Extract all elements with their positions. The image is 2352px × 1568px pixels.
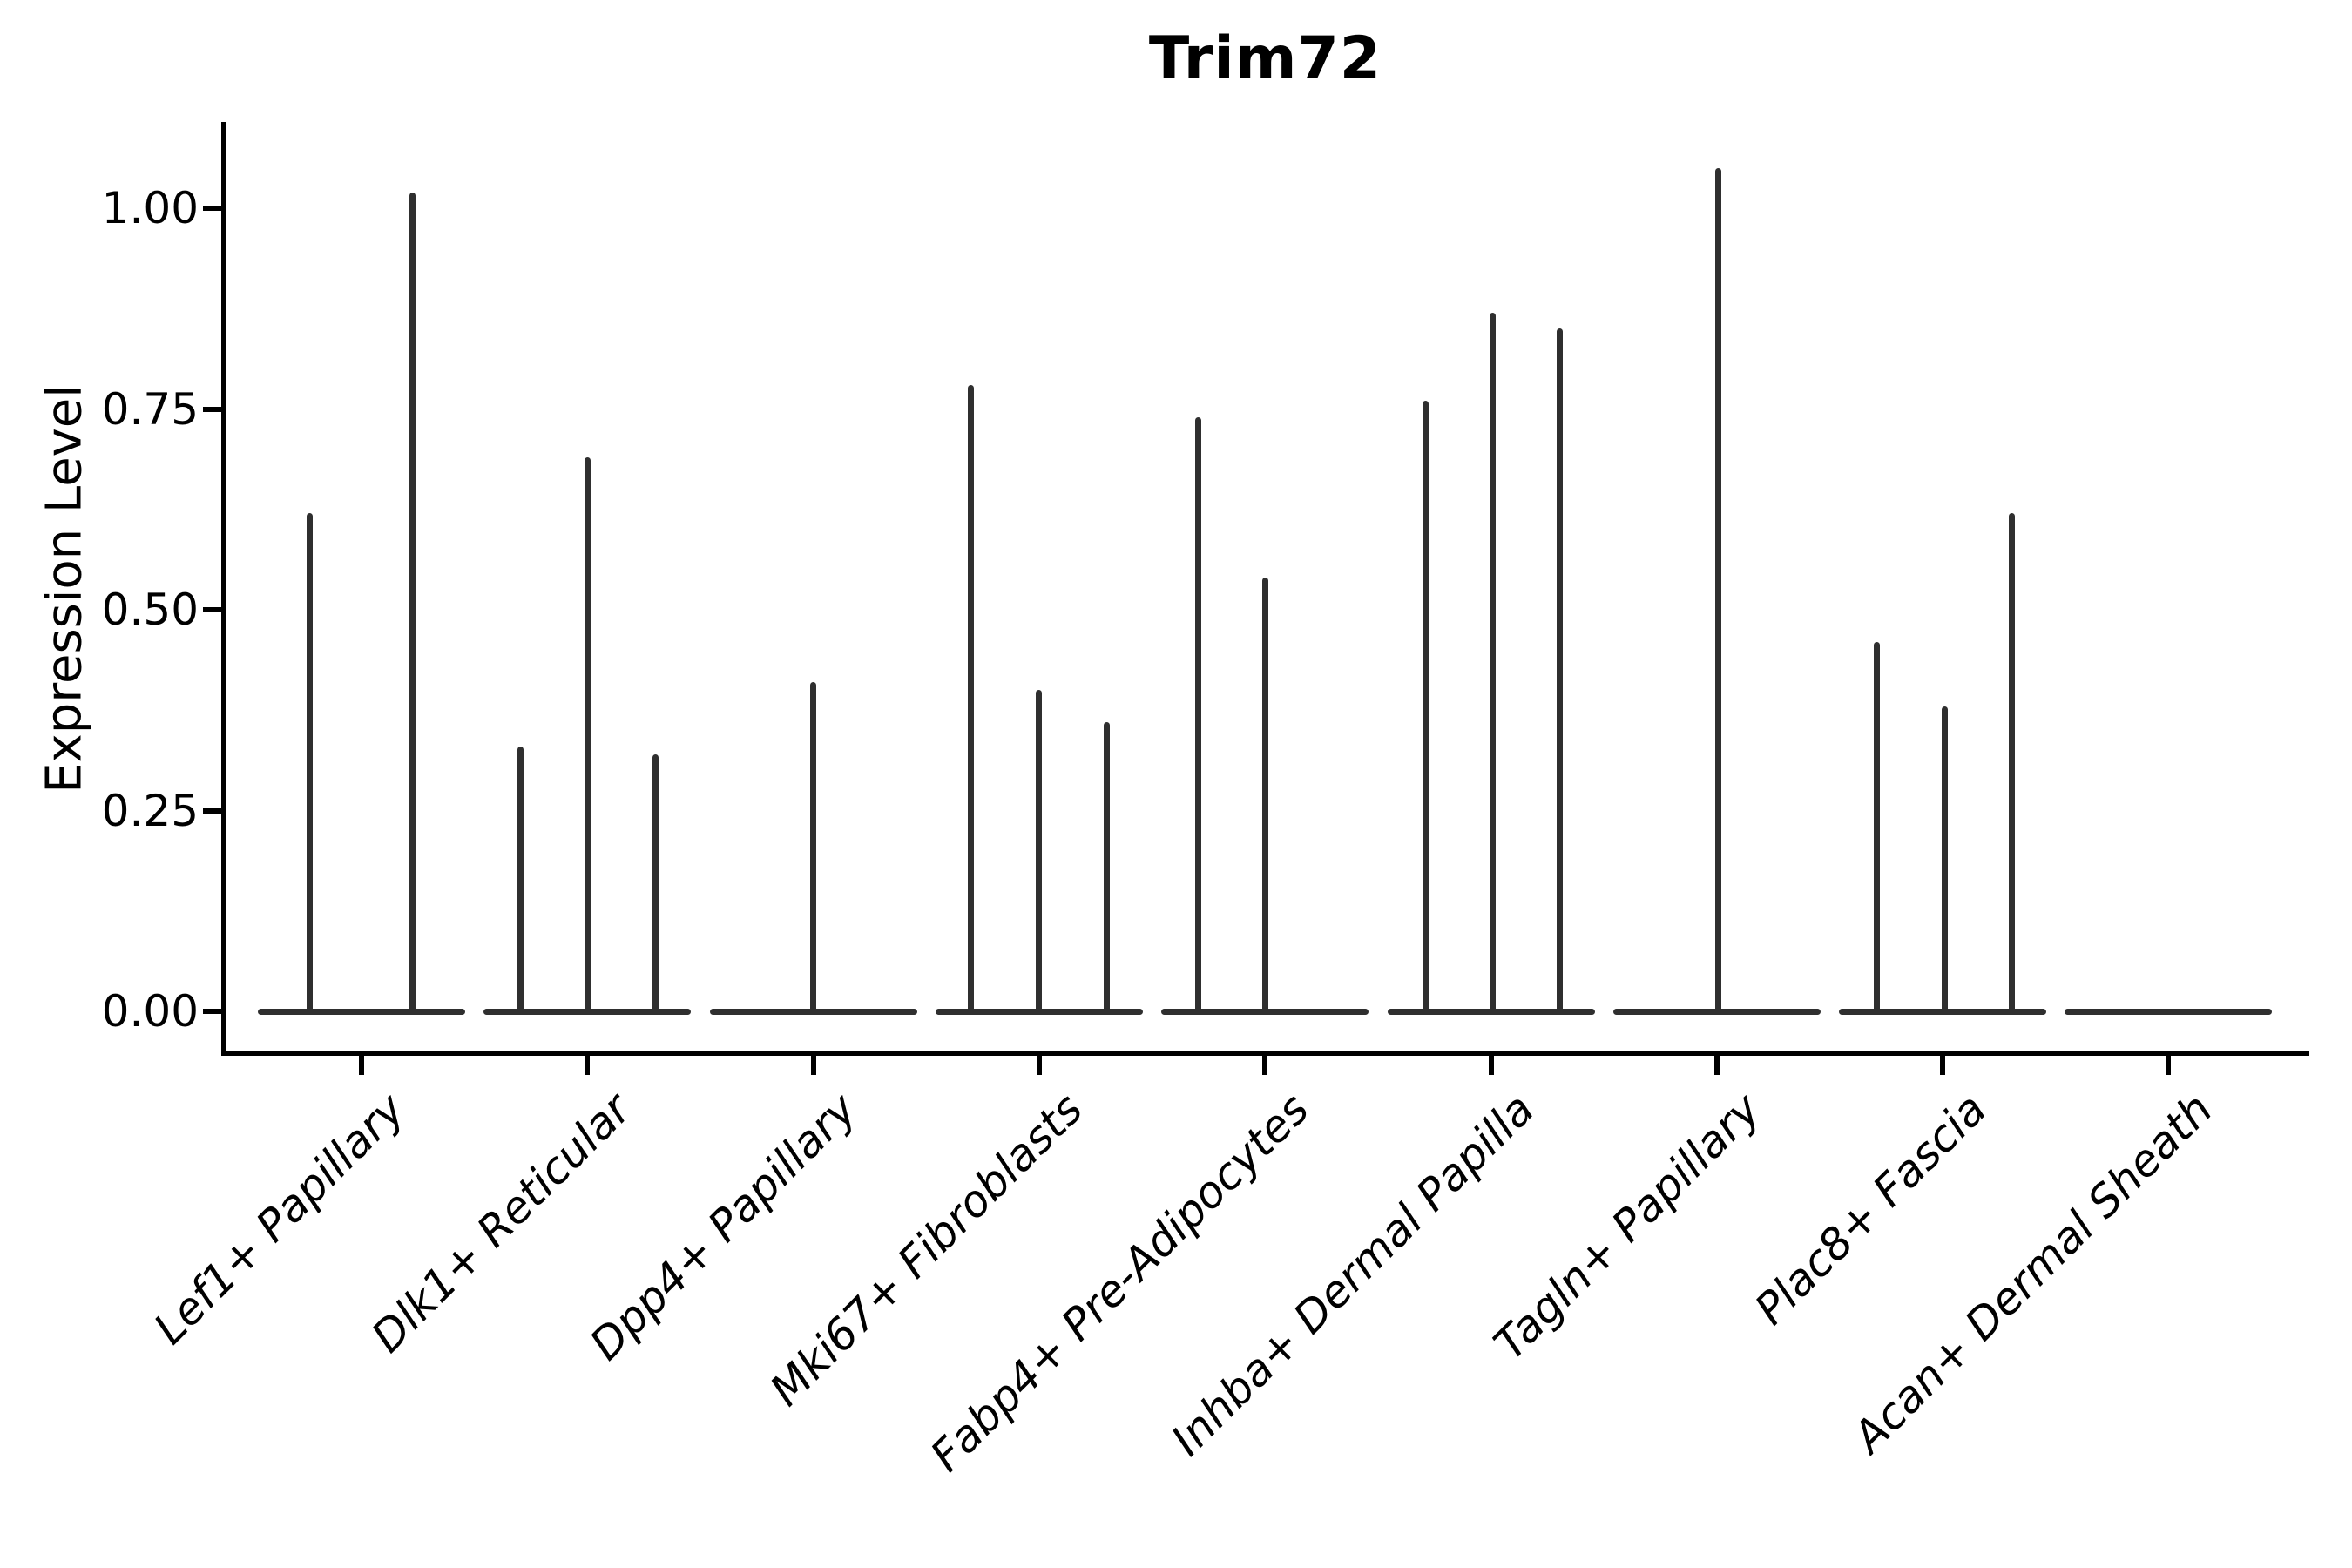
violin-spike — [968, 384, 975, 1013]
violin-spike — [307, 513, 314, 1013]
x-tick-mark — [359, 1056, 364, 1075]
x-tick-mark — [1036, 1056, 1042, 1075]
y-tick-label: 0.25 — [101, 785, 199, 836]
x-tick-label: Plac8+ Fascia — [1745, 1084, 1997, 1335]
y-tick-label: 0.75 — [101, 383, 199, 435]
violin-baseline — [2065, 1008, 2273, 1015]
x-tick-mark — [1488, 1056, 1494, 1075]
violin-baseline — [258, 1008, 465, 1015]
y-tick-label: 0.50 — [101, 585, 199, 635]
x-tick-mark — [810, 1056, 816, 1075]
violin-spike — [1194, 416, 1201, 1013]
violin-spike — [1556, 328, 1563, 1013]
y-tick-mark — [203, 406, 224, 412]
x-tick-label: Inhba+ Dermal Papilla — [1162, 1084, 1544, 1466]
x-tick-label: Acan+ Dermal Sheath — [1842, 1084, 2222, 1463]
x-tick-mark — [1262, 1056, 1268, 1075]
violin-spike — [1104, 722, 1111, 1013]
violin-spike — [1715, 167, 1722, 1013]
y-tick-label: 1.00 — [101, 183, 199, 233]
x-tick-mark — [1713, 1056, 1720, 1075]
violin-spike — [517, 746, 524, 1013]
y-tick-label: 0.00 — [101, 986, 199, 1037]
violin-spike — [2009, 513, 2016, 1013]
y-tick-mark — [203, 206, 224, 211]
y-tick-mark — [203, 808, 224, 814]
plot-title: Trim72 — [1148, 24, 1382, 93]
x-axis-spine — [221, 1051, 2309, 1056]
violin-spike — [584, 456, 591, 1013]
violin-spike — [810, 681, 817, 1013]
violin-spike — [1261, 578, 1268, 1013]
violin-spike — [1873, 641, 1880, 1013]
violin-spike — [409, 192, 416, 1013]
y-axis-spine — [221, 122, 226, 1056]
x-tick-mark — [585, 1056, 591, 1075]
x-tick-mark — [1940, 1056, 1946, 1075]
violin-spike — [1422, 401, 1429, 1013]
x-tick-mark — [2166, 1056, 2172, 1075]
y-tick-mark — [203, 1009, 224, 1014]
violin-spike — [1036, 690, 1043, 1013]
violin-spike — [652, 754, 659, 1013]
x-tick-label: Fabp4+ Pre-Adipocytes — [920, 1084, 1319, 1482]
violin-spike — [1941, 706, 1948, 1013]
y-tick-mark — [203, 607, 224, 612]
violin-spike — [1489, 312, 1496, 1013]
